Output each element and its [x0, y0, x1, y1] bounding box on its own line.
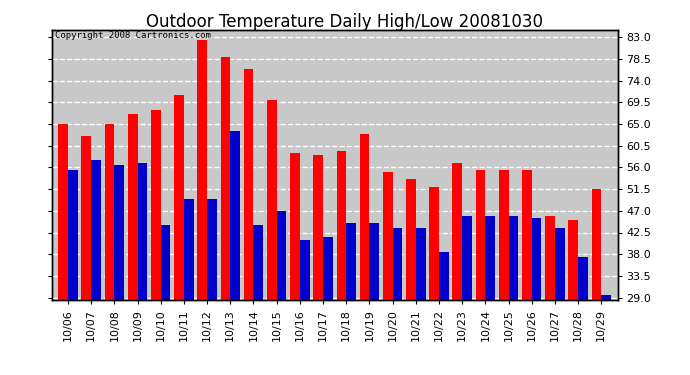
Bar — [532, 218, 542, 375]
Bar — [591, 189, 601, 375]
Bar — [545, 216, 555, 375]
Bar — [230, 131, 240, 375]
Bar — [383, 172, 393, 375]
Bar — [475, 170, 485, 375]
Bar — [300, 240, 310, 375]
Bar — [369, 223, 380, 375]
Bar — [569, 220, 578, 375]
Bar — [499, 170, 509, 375]
Bar — [323, 237, 333, 375]
Bar — [105, 124, 115, 375]
Bar — [393, 228, 402, 375]
Bar — [161, 225, 170, 375]
Bar — [137, 163, 147, 375]
Bar — [244, 69, 253, 375]
Bar — [68, 170, 78, 375]
Bar — [346, 223, 356, 375]
Bar — [184, 199, 194, 375]
Bar — [359, 134, 369, 375]
Bar — [277, 211, 286, 375]
Bar — [290, 153, 300, 375]
Bar — [58, 124, 68, 375]
Bar — [267, 100, 277, 375]
Bar — [601, 295, 611, 375]
Bar — [416, 228, 426, 375]
Bar — [453, 163, 462, 375]
Bar — [174, 95, 184, 375]
Bar — [406, 180, 416, 375]
Bar — [253, 225, 263, 375]
Bar — [485, 216, 495, 375]
Bar — [207, 199, 217, 375]
Bar — [115, 165, 124, 375]
Bar — [522, 170, 532, 375]
Bar — [337, 150, 346, 375]
Bar — [439, 252, 449, 375]
Bar — [91, 160, 101, 375]
Bar — [555, 228, 564, 375]
Bar — [81, 136, 91, 375]
Bar — [462, 216, 472, 375]
Bar — [429, 187, 439, 375]
Bar — [578, 256, 588, 375]
Bar — [151, 110, 161, 375]
Text: Outdoor Temperature Daily High/Low 20081030: Outdoor Temperature Daily High/Low 20081… — [146, 13, 544, 31]
Text: Copyright 2008 Cartronics.com: Copyright 2008 Cartronics.com — [55, 32, 210, 40]
Bar — [197, 40, 207, 375]
Bar — [221, 57, 230, 375]
Bar — [128, 114, 137, 375]
Bar — [313, 155, 323, 375]
Bar — [509, 216, 518, 375]
